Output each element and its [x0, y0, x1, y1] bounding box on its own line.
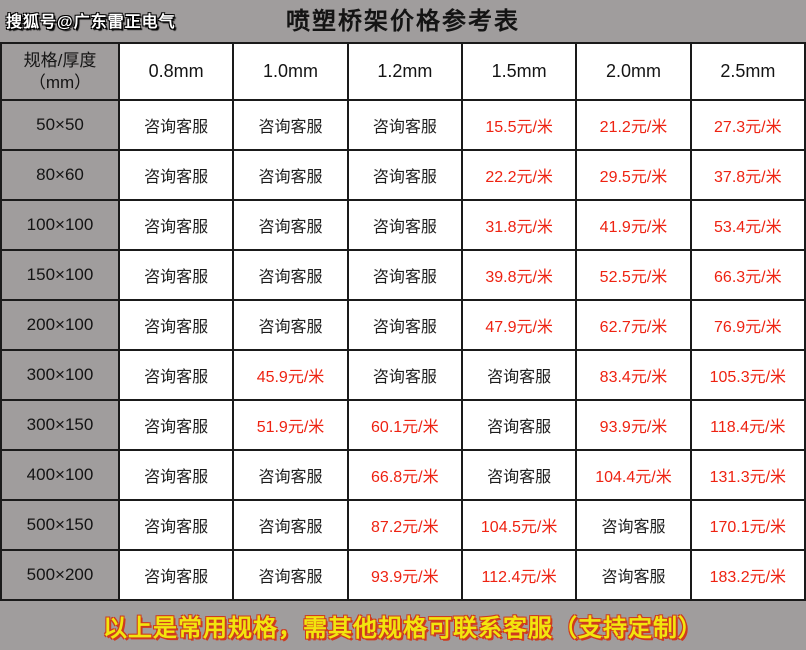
table-row: 50×50 咨询客服 咨询客服 咨询客服 15.5元/米 21.2元/米 27.3元/米 — [0, 99, 806, 151]
consult-cell: 咨询客服 — [117, 149, 235, 201]
header-row: 规格/厚度 （mm） 0.8mm 1.0mm 1.2mm 1.5mm 2.0mm… — [0, 42, 806, 101]
price-table-body: 50×50 咨询客服 咨询客服 咨询客服 15.5元/米 21.2元/米 27.3元/米 80… — [0, 99, 806, 601]
thickness-header: 0.8mm — [117, 42, 235, 101]
price-cell: 66.3元/米 — [689, 249, 806, 301]
thickness-header: 2.0mm — [575, 42, 692, 101]
price-cell: 104.4元/米 — [575, 449, 692, 501]
table-row: 400×100 咨询客服 咨询客服 66.8元/米 咨询客服 104.4元/米 131.3元… — [0, 449, 806, 501]
price-cell: 112.4元/米 — [460, 549, 578, 601]
price-cell: 60.1元/米 — [346, 399, 463, 451]
consult-cell: 咨询客服 — [117, 449, 235, 501]
consult-cell: 咨询客服 — [117, 99, 235, 151]
price-cell: 76.9元/米 — [689, 299, 806, 351]
thickness-header: 2.5mm — [689, 42, 806, 101]
consult-cell: 咨询客服 — [232, 249, 349, 301]
price-cell: 37.8元/米 — [689, 149, 806, 201]
spec-cell: 300×150 — [0, 399, 120, 451]
consult-cell: 咨询客服 — [232, 99, 349, 151]
price-cell: 83.4元/米 — [575, 349, 692, 401]
corner-header-line2: （mm） — [28, 72, 92, 92]
price-cell: 62.7元/米 — [575, 299, 692, 351]
consult-cell: 咨询客服 — [460, 399, 578, 451]
table-row: 300×150 咨询客服 51.9元/米 60.1元/米 咨询客服 93.9元/米 118.… — [0, 399, 806, 451]
price-cell: 15.5元/米 — [460, 99, 578, 151]
consult-cell: 咨询客服 — [575, 549, 692, 601]
consult-cell: 咨询客服 — [117, 299, 235, 351]
thickness-header: 1.0mm — [232, 42, 349, 101]
thickness-header: 1.5mm — [460, 42, 578, 101]
consult-cell: 咨询客服 — [117, 399, 235, 451]
price-cell: 31.8元/米 — [460, 199, 578, 251]
price-cell: 22.2元/米 — [460, 149, 578, 201]
spec-cell: 80×60 — [0, 149, 120, 201]
consult-cell: 咨询客服 — [346, 249, 463, 301]
spec-cell: 50×50 — [0, 99, 120, 151]
consult-cell: 咨询客服 — [232, 199, 349, 251]
spec-cell: 500×200 — [0, 549, 120, 601]
price-cell: 118.4元/米 — [689, 399, 806, 451]
price-cell: 47.9元/米 — [460, 299, 578, 351]
consult-cell: 咨询客服 — [232, 299, 349, 351]
price-cell: 66.8元/米 — [346, 449, 463, 501]
title-bar: 搜狐号@广东雷正电气 喷塑桥架价格参考表 — [0, 0, 806, 42]
spec-cell: 300×100 — [0, 349, 120, 401]
spec-cell: 400×100 — [0, 449, 120, 501]
table-row: 200×100 咨询客服 咨询客服 咨询客服 47.9元/米 62.7元/米 76.9元/米 — [0, 299, 806, 351]
price-cell: 131.3元/米 — [689, 449, 806, 501]
table-row: 150×100 咨询客服 咨询客服 咨询客服 39.8元/米 52.5元/米 66.3元/米 — [0, 249, 806, 301]
consult-cell: 咨询客服 — [460, 449, 578, 501]
table-row: 300×100 咨询客服 45.9元/米 咨询客服 咨询客服 83.4元/米 105.3元/… — [0, 349, 806, 401]
thickness-header: 1.2mm — [346, 42, 463, 101]
corner-header: 规格/厚度 （mm） — [0, 42, 120, 101]
price-cell: 45.9元/米 — [232, 349, 349, 401]
spec-cell: 200×100 — [0, 299, 120, 351]
spec-cell: 500×150 — [0, 499, 120, 551]
price-cell: 27.3元/米 — [689, 99, 806, 151]
price-cell: 41.9元/米 — [575, 199, 692, 251]
price-cell: 51.9元/米 — [232, 399, 349, 451]
table-row: 80×60 咨询客服 咨询客服 咨询客服 22.2元/米 29.5元/米 37.8元/米 — [0, 149, 806, 201]
footer-bar: 以上是常用规格，需其他规格可联系客服（支持定制） — [0, 601, 806, 650]
consult-cell: 咨询客服 — [117, 499, 235, 551]
consult-cell: 咨询客服 — [575, 499, 692, 551]
price-cell: 52.5元/米 — [575, 249, 692, 301]
watermark: 搜狐号@广东雷正电气 — [6, 14, 176, 31]
page-title: 喷塑桥架价格参考表 — [286, 8, 520, 35]
price-cell: 93.9元/米 — [575, 399, 692, 451]
consult-cell: 咨询客服 — [117, 349, 235, 401]
consult-cell: 咨询客服 — [232, 499, 349, 551]
consult-cell: 咨询客服 — [346, 149, 463, 201]
price-cell: 170.1元/米 — [689, 499, 806, 551]
consult-cell: 咨询客服 — [117, 549, 235, 601]
table-row: 500×200 咨询客服 咨询客服 93.9元/米 112.4元/米 咨询客服 183.2元… — [0, 549, 806, 601]
price-cell: 104.5元/米 — [460, 499, 578, 551]
consult-cell: 咨询客服 — [232, 449, 349, 501]
price-cell: 21.2元/米 — [575, 99, 692, 151]
price-cell: 29.5元/米 — [575, 149, 692, 201]
consult-cell: 咨询客服 — [232, 149, 349, 201]
table-row: 500×150 咨询客服 咨询客服 87.2元/米 104.5元/米 咨询客服 170.1元… — [0, 499, 806, 551]
consult-cell: 咨询客服 — [232, 549, 349, 601]
consult-cell: 咨询客服 — [117, 249, 235, 301]
table-row: 100×100 咨询客服 咨询客服 咨询客服 31.8元/米 41.9元/米 53.4元/米 — [0, 199, 806, 251]
spec-cell: 150×100 — [0, 249, 120, 301]
price-cell: 53.4元/米 — [689, 199, 806, 251]
price-table: 规格/厚度 （mm） 0.8mm 1.0mm 1.2mm 1.5mm 2.0mm… — [0, 42, 806, 601]
price-cell: 183.2元/米 — [689, 549, 806, 601]
footer-note: 以上是常用规格，需其他规格可联系客服（支持定制） — [103, 615, 703, 642]
consult-cell: 咨询客服 — [346, 199, 463, 251]
consult-cell: 咨询客服 — [117, 199, 235, 251]
corner-header-line1: 规格/厚度 — [23, 51, 97, 71]
consult-cell: 咨询客服 — [346, 349, 463, 401]
consult-cell: 咨询客服 — [346, 99, 463, 151]
spec-cell: 100×100 — [0, 199, 120, 251]
price-cell: 93.9元/米 — [346, 549, 463, 601]
consult-cell: 咨询客服 — [346, 299, 463, 351]
price-cell: 87.2元/米 — [346, 499, 463, 551]
consult-cell: 咨询客服 — [460, 349, 578, 401]
price-cell: 105.3元/米 — [689, 349, 806, 401]
price-table-head: 规格/厚度 （mm） 0.8mm 1.0mm 1.2mm 1.5mm 2.0mm… — [0, 42, 806, 101]
price-cell: 39.8元/米 — [460, 249, 578, 301]
